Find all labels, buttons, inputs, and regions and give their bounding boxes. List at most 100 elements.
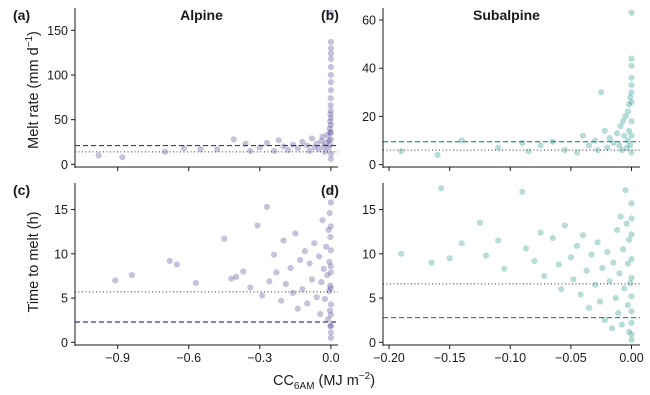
data-point [327, 301, 334, 308]
data-point [594, 239, 601, 246]
data-point [628, 62, 635, 69]
data-point [398, 148, 405, 155]
data-point [296, 256, 304, 264]
data-point [294, 145, 301, 152]
data-point [325, 287, 333, 295]
data-point [628, 118, 635, 125]
data-point [275, 137, 282, 144]
data-point [299, 286, 306, 293]
data-point [327, 247, 334, 254]
data-point [567, 254, 575, 261]
data-point [628, 81, 635, 89]
data-point [624, 260, 631, 267]
data-point [327, 334, 334, 342]
data-point [327, 285, 334, 292]
data-point [628, 98, 635, 106]
data-point [327, 45, 334, 52]
data-point [327, 129, 334, 137]
data-point [628, 256, 635, 263]
x-tick-label: 0.0 [322, 351, 339, 365]
data-point [294, 305, 301, 312]
x-tick-label: −0.6 [176, 351, 201, 365]
data-point [598, 89, 605, 96]
data-point [625, 236, 633, 243]
data-point [327, 269, 334, 276]
data-point [299, 138, 306, 146]
data-point [254, 222, 261, 229]
data-point [622, 186, 629, 194]
data-point [606, 278, 613, 285]
data-point [327, 79, 334, 86]
data-point [327, 38, 334, 46]
data-point [325, 145, 332, 152]
data-point [613, 226, 621, 234]
panel-d: 0 5 10 15 −0.20 −0.15 −0.10 −0.05 0.00 (d) [321, 182, 644, 365]
data-point [599, 264, 606, 272]
data-point [192, 279, 199, 287]
panel-letter: (a) [13, 7, 30, 23]
data-point [531, 257, 538, 264]
y-tick-label: 15 [362, 203, 376, 217]
panel-a: 0 50 100 150 (a) Alpine [13, 7, 338, 172]
data-point [280, 237, 287, 244]
data-point [438, 185, 445, 192]
data-point [233, 273, 240, 280]
y-tick-label: 0 [61, 158, 68, 172]
data-point [623, 220, 630, 227]
data-point [558, 286, 565, 293]
y-tick-label: 40 [362, 62, 376, 76]
data-point [458, 240, 465, 247]
data-point [324, 316, 332, 323]
data-point [327, 282, 334, 289]
x-title-main: CC [273, 373, 294, 389]
data-point [621, 132, 628, 139]
panel-title: Subalpine [473, 7, 540, 23]
data-point [628, 274, 635, 281]
data-point [625, 101, 633, 108]
x-title-sup: −2 [359, 371, 371, 382]
x-tick-label: −0.3 [247, 351, 272, 365]
data-point [315, 253, 323, 260]
data-point [319, 133, 326, 140]
data-point [519, 188, 526, 195]
data-point [327, 129, 334, 136]
data-point [180, 145, 188, 152]
data-point [594, 147, 601, 154]
data-point [619, 118, 627, 125]
data-point [446, 255, 453, 262]
data-point [327, 121, 334, 129]
data-point [501, 265, 508, 272]
data-point [327, 150, 334, 157]
x-tick-label: −0.15 [434, 351, 466, 365]
y-tick-label: 0 [369, 158, 376, 172]
data-point [308, 135, 316, 142]
data-point [627, 94, 634, 101]
data-point [287, 264, 294, 272]
data-point [482, 252, 490, 259]
data-point [221, 235, 228, 242]
data-point [327, 55, 334, 63]
data-point [628, 9, 635, 16]
data-point [627, 142, 634, 149]
x-tick-label: 0.00 [619, 351, 643, 365]
data-point [285, 146, 292, 154]
data-point [555, 261, 562, 268]
data-point [541, 272, 548, 280]
data-point [327, 199, 334, 206]
data-point [326, 141, 334, 148]
data-point [495, 237, 502, 244]
data-point [289, 141, 297, 148]
data-point [628, 89, 635, 96]
data-point [327, 323, 334, 330]
data-point [313, 294, 320, 301]
data-point [263, 139, 271, 146]
data-point [628, 331, 635, 338]
data-point [320, 265, 327, 272]
y-tick-label: 20 [362, 110, 376, 124]
data-point [628, 55, 635, 62]
data-point [315, 146, 323, 153]
data-point [610, 259, 617, 266]
panel-b: 0 20 40 60 (b) Subalpine [321, 7, 640, 172]
data-point [606, 134, 613, 142]
data-point [326, 258, 333, 265]
